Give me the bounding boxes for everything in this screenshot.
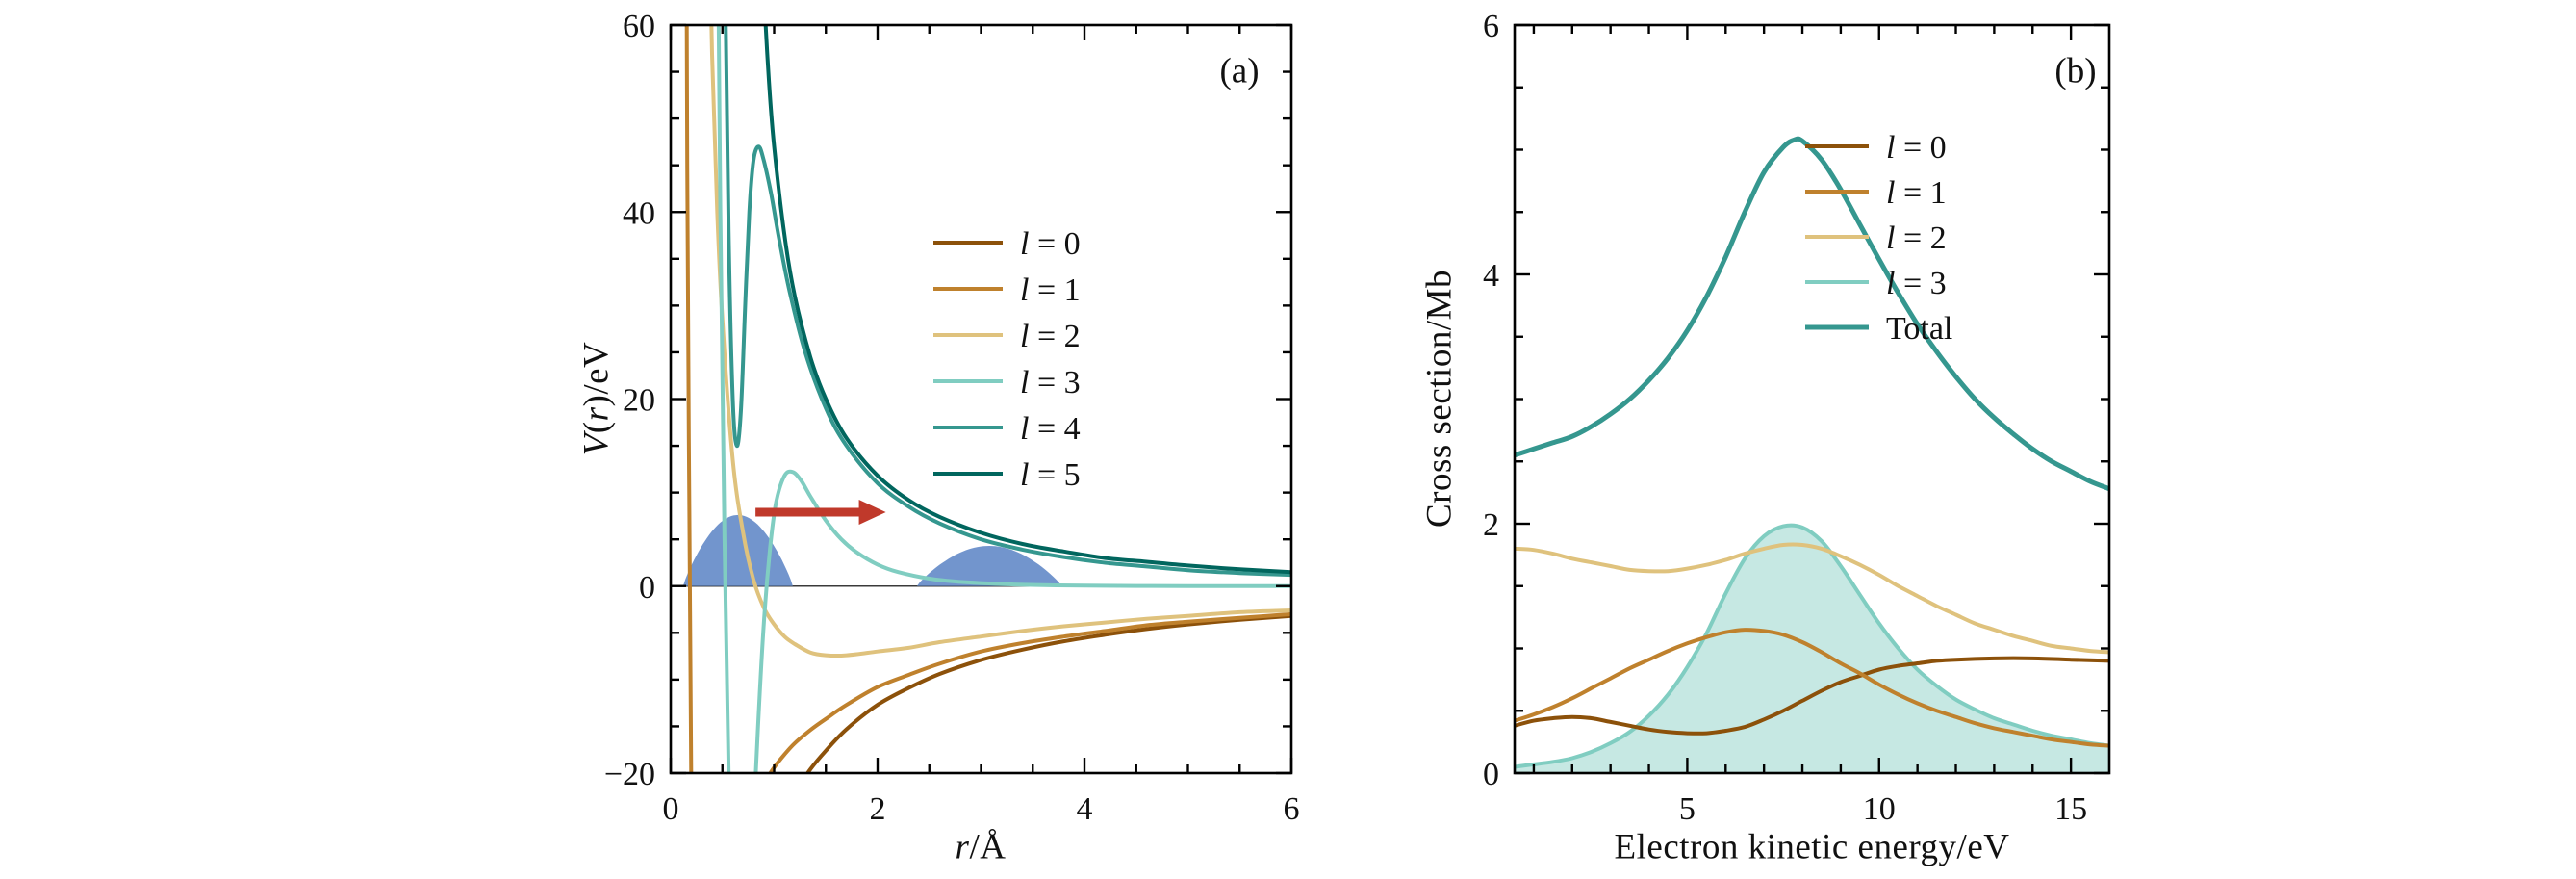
y-tick-label: 0 [639, 570, 655, 606]
series-line-total [1515, 136, 2109, 492]
y-tick-label: 0 [1483, 757, 1499, 792]
legend-label-l3: l = 3 [1020, 365, 1081, 401]
legend-label-l1: l = 1 [1886, 175, 1947, 211]
panel-a-y-axis-label: V(r)/eV [576, 341, 617, 456]
panel-b-tag: (b) [2054, 51, 2097, 91]
legend-label-l0: l = 0 [1886, 130, 1947, 166]
y-tick-label: 20 [623, 383, 655, 419]
series-line-l1 [684, 25, 1291, 773]
y-tick-label: 4 [1483, 258, 1499, 294]
x-tick-label: 0 [663, 791, 679, 827]
wavefunction-lobe-1 [682, 514, 793, 586]
legend-label-l0: l = 0 [1020, 226, 1081, 262]
series-line-l5 [763, 25, 1291, 575]
y-tick-label: 60 [623, 9, 655, 44]
series-line-l0 [804, 613, 1291, 773]
y-tick-label: 2 [1483, 507, 1499, 543]
panel-a-plot-area [671, 25, 1291, 773]
series-line-l3 [1515, 523, 2109, 769]
series-line-l3 [716, 25, 1291, 773]
x-tick-label: 5 [1679, 791, 1696, 827]
panel-b-ticks [1515, 23, 2109, 775]
legend-label-total: Total [1886, 311, 1952, 347]
panel-b-y-axis-label: Cross section/Mb [1419, 269, 1460, 529]
x-tick-label: 15 [2054, 791, 2087, 827]
legend-label-l3: l = 3 [1886, 266, 1947, 301]
panel-a-ticks [669, 23, 1293, 775]
x-tick-label: 10 [1863, 791, 1896, 827]
legend-label-l2: l = 2 [1020, 319, 1081, 354]
legend-label-l1: l = 1 [1020, 272, 1081, 308]
legend-label-l4: l = 4 [1020, 411, 1081, 447]
legend-label-l2: l = 2 [1886, 220, 1947, 256]
wavefunction-lobe-2 [916, 546, 1062, 586]
series-line-l2 [709, 25, 1291, 659]
resonance-arrow-head [858, 500, 886, 526]
panel-a-tag: (a) [1219, 51, 1260, 91]
x-tick-label: 2 [870, 791, 886, 827]
x-tick-label: 4 [1077, 791, 1093, 827]
series-area-l3 [1515, 525, 2109, 773]
panel-b-x-axis-label: Electron kinetic energy/eV [1614, 827, 2010, 867]
x-tick-label: 6 [1284, 791, 1300, 827]
y-tick-label: 6 [1483, 9, 1499, 44]
y-tick-label: 40 [623, 195, 655, 231]
panel-a-x-axis-label: r/Å [955, 827, 1007, 867]
series-line-l0 [1515, 656, 2109, 736]
y-tick-label: −20 [604, 757, 655, 792]
legend-label-l5: l = 5 [1020, 457, 1081, 493]
panel-b-plot-area [1515, 136, 2109, 773]
series-line-l2 [1515, 542, 2109, 655]
series-line-l1 [1515, 628, 2109, 748]
series-line-l4 [724, 25, 1291, 578]
